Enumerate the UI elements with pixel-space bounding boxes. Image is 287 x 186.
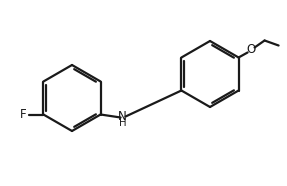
Text: F: F bbox=[20, 108, 26, 121]
Text: O: O bbox=[246, 43, 255, 56]
Text: H: H bbox=[119, 118, 126, 129]
Text: N: N bbox=[118, 110, 127, 123]
